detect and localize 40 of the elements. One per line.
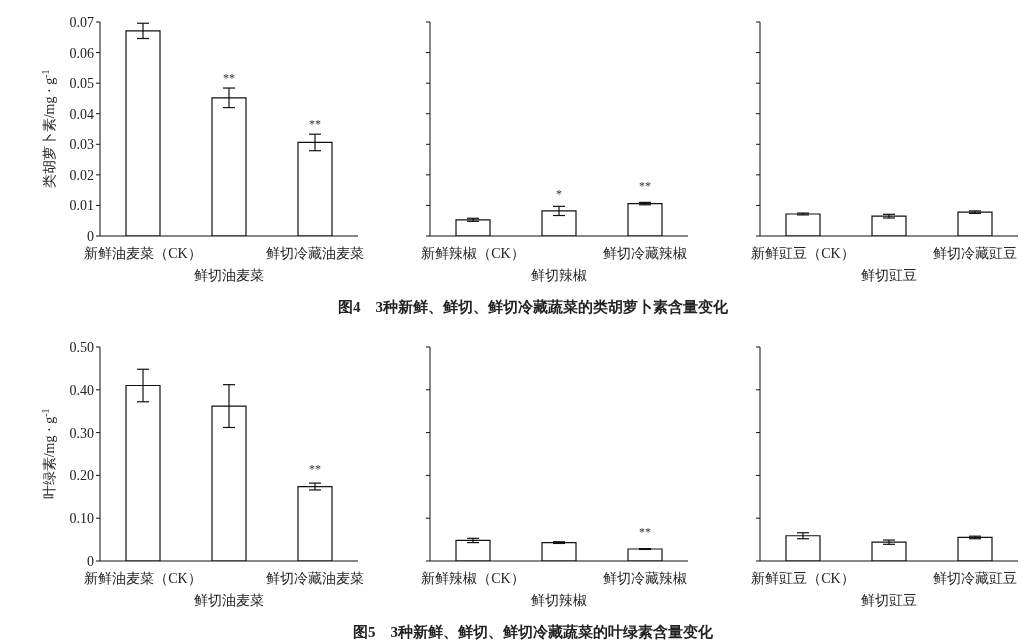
y-tick-label: 0.07: [69, 14, 94, 30]
y-tick-label: 0.05: [69, 76, 94, 92]
x-tick-label: 鲜切冷藏油麦菜: [266, 571, 364, 586]
y-tick-label: 0: [87, 228, 94, 244]
text: 图4 3种新鲜、鲜切、鲜切冷藏蔬菜的类胡萝卜素含量变化: [337, 298, 729, 317]
x-tick-label: 新鲜油麦菜（CK）: [84, 571, 202, 586]
x-tick-label: 鲜切冷藏辣椒: [603, 571, 687, 586]
y-tick-label: 0.20: [69, 468, 94, 484]
x-tick-label: 鲜切油麦菜: [194, 593, 264, 608]
y-tick-label: 0.01: [69, 198, 94, 214]
annotation: **: [223, 70, 235, 85]
x-tick-label: 鲜切冷藏豇豆: [933, 571, 1017, 586]
x-tick-label: 新鲜辣椒（CK）: [421, 571, 525, 586]
y-tick-label: 0.10: [69, 511, 94, 527]
x-tick-label: 新鲜豇豆（CK）: [751, 246, 855, 261]
y-tick-label: 0.50: [69, 339, 94, 355]
annotation: **: [309, 116, 321, 131]
x-tick-label: 鲜切辣椒: [531, 268, 587, 283]
y-tick-label: 0: [87, 553, 94, 569]
x-tick-label: 鲜切豇豆: [861, 593, 917, 608]
y-tick-label: 0.06: [69, 45, 94, 61]
text: 图5 3种新鲜、鲜切、鲜切冷藏蔬菜的叶绿素含量变化: [352, 623, 714, 642]
y-tick-label: 0.03: [69, 137, 94, 153]
annotation: **: [639, 179, 651, 194]
annotation: **: [309, 462, 321, 477]
x-tick-label: 新鲜油麦菜（CK）: [84, 246, 202, 261]
y-tick-label: 0.40: [69, 382, 94, 398]
x-tick-label: 鲜切冷藏辣椒: [603, 246, 687, 261]
x-tick-label: 新鲜辣椒（CK）: [421, 246, 525, 261]
annotation: **: [639, 524, 651, 539]
x-tick-label: 鲜切豇豆: [861, 268, 917, 283]
x-tick-label: 鲜切辣椒: [531, 593, 587, 608]
y-tick-label: 0.02: [69, 167, 94, 183]
x-tick-label: 新鲜豇豆（CK）: [751, 571, 855, 586]
x-tick-label: 鲜切冷藏油麦菜: [266, 246, 364, 261]
x-tick-label: 鲜切冷藏豇豆: [933, 246, 1017, 261]
x-tick-label: 鲜切油麦菜: [194, 268, 264, 283]
y-tick-label: 0.30: [69, 425, 94, 441]
annotation: *: [556, 186, 562, 201]
y-tick-label: 0.04: [69, 106, 94, 122]
